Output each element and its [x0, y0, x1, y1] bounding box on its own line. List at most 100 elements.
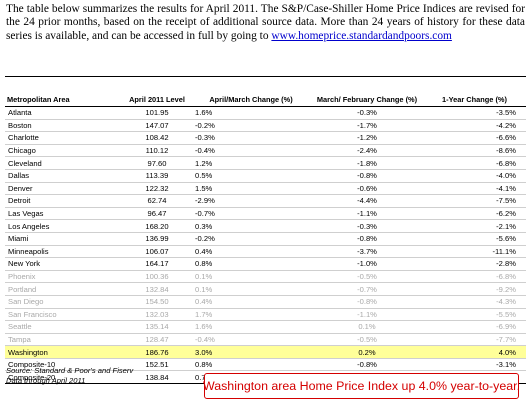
- cell-level: 168.20: [123, 219, 191, 233]
- cell-march-february-change: -0.5%: [311, 333, 423, 347]
- cell-metropolitan-area: Cleveland: [5, 156, 123, 170]
- cell-april-march-change: 0.3%: [191, 219, 311, 233]
- cell-one-year-change: -6.6%: [423, 131, 526, 145]
- cell-april-march-change: -0.7%: [191, 207, 311, 221]
- cell-metropolitan-area: Minneapolis: [5, 245, 123, 259]
- cell-level: 186.76: [123, 345, 191, 359]
- table-row: Atlanta 101.95 1.6% -0.3% -3.5%: [5, 106, 526, 120]
- cell-metropolitan-area: Portland: [5, 282, 123, 296]
- header-march-february-change: March/ February Change (%): [311, 76, 423, 107]
- cell-one-year-change: -2.8%: [423, 257, 526, 271]
- cell-metropolitan-area: Chicago: [5, 144, 123, 158]
- cell-april-march-change: 1.6%: [191, 106, 311, 120]
- cell-metropolitan-area: San Diego: [5, 295, 123, 309]
- cell-level: 106.07: [123, 245, 191, 259]
- cell-march-february-change: -1.7%: [311, 119, 423, 133]
- cell-metropolitan-area: Atlanta: [5, 106, 123, 120]
- table-row: Detroit 62.74 -2.9% -4.4% -7.5%: [5, 194, 526, 208]
- cell-level: 136.99: [123, 232, 191, 246]
- table-row: Las Vegas 96.47 -0.7% -1.1% -6.2%: [5, 207, 526, 221]
- cell-one-year-change: -6.8%: [423, 156, 526, 170]
- table-row: San Francisco 132.03 1.7% -1.1% -5.5%: [5, 308, 526, 322]
- cell-level: 164.17: [123, 257, 191, 271]
- table-row: Washington 186.76 3.0% 0.2% 4.0%: [5, 345, 526, 359]
- cell-one-year-change: -5.6%: [423, 232, 526, 246]
- cell-one-year-change: -6.9%: [423, 320, 526, 334]
- cell-level: 97.60: [123, 156, 191, 170]
- cell-one-year-change: -9.2%: [423, 282, 526, 296]
- cell-april-march-change: 0.8%: [191, 358, 311, 372]
- cell-one-year-change: -6.8%: [423, 270, 526, 284]
- cell-one-year-change: -4.0%: [423, 169, 526, 183]
- cell-april-march-change: 0.1%: [191, 282, 311, 296]
- cell-april-march-change: -0.3%: [191, 131, 311, 145]
- cell-march-february-change: -1.1%: [311, 308, 423, 322]
- cell-one-year-change: -4.1%: [423, 182, 526, 196]
- cell-metropolitan-area: Composite-20: [5, 370, 123, 385]
- cell-march-february-change: 0.1%: [311, 320, 423, 334]
- cell-march-february-change: -2.4%: [311, 144, 423, 158]
- cell-one-year-change: -2.1%: [423, 219, 526, 233]
- cell-level: 138.84: [123, 370, 191, 385]
- cell-level: 147.07: [123, 119, 191, 133]
- cell-level: 100.36: [123, 270, 191, 284]
- header-level: April 2011 Level: [123, 76, 191, 107]
- cell-level: 113.39: [123, 169, 191, 183]
- table-header-row: Metropolitan Area April 2011 Level April…: [5, 76, 526, 107]
- cell-one-year-change: -8.6%: [423, 144, 526, 158]
- cell-metropolitan-area: New York: [5, 257, 123, 271]
- cell-metropolitan-area: Dallas: [5, 169, 123, 183]
- cell-march-february-change: -0.8%: [311, 232, 423, 246]
- table-row: Chicago 110.12 -0.4% -2.4% -8.6%: [5, 144, 526, 158]
- table-row: San Diego 154.50 0.4% -0.8% -4.3%: [5, 295, 526, 309]
- cell-level: 132.03: [123, 308, 191, 322]
- cell-march-february-change: -0.8%: [311, 295, 423, 309]
- cell-metropolitan-area: Los Angeles: [5, 219, 123, 233]
- cell-march-february-change: -4.4%: [311, 194, 423, 208]
- cell-metropolitan-area: Washington: [5, 345, 123, 359]
- intro-paragraph: The table below summarizes the results f…: [6, 3, 525, 43]
- cell-metropolitan-area: Las Vegas: [5, 207, 123, 221]
- cell-april-march-change: -0.2%: [191, 232, 311, 246]
- cell-april-march-change: 3.0%: [191, 345, 311, 359]
- cell-level: 108.42: [123, 131, 191, 145]
- table-body: Atlanta 101.95 1.6% -0.3% -3.5% Boston 147.07-…: [5, 106, 526, 385]
- table-row: Cleveland 97.60 1.2% -1.8% -6.8%: [5, 156, 526, 170]
- cell-march-february-change: -1.0%: [311, 257, 423, 271]
- cell-one-year-change: 4.0%: [423, 345, 526, 359]
- source-link[interactable]: www.homeprice.standardandpoors.com: [271, 29, 452, 42]
- cell-level: 62.74: [123, 194, 191, 208]
- cell-one-year-change: -11.1%: [423, 245, 526, 259]
- cell-metropolitan-area: Composite-10: [5, 358, 123, 372]
- cell-march-february-change: -0.6%: [311, 182, 423, 196]
- cell-metropolitan-area: Seattle: [5, 320, 123, 334]
- cell-level: 132.84: [123, 282, 191, 296]
- cell-march-february-change: -1.1%: [311, 207, 423, 221]
- table-row: Composite-10 152.51 0.8% -0.8% -3.1%: [5, 358, 526, 372]
- table-row: Charlotte 108.42 -0.3% -1.2% -6.6%: [5, 131, 526, 145]
- cell-one-year-change: -3.1%: [423, 358, 526, 372]
- cell-one-year-change: -3.5%: [423, 106, 526, 120]
- source-line: Source: Standard & Poor's and Fiserv: [6, 366, 134, 375]
- cell-one-year-change: -7.5%: [423, 194, 526, 208]
- source-note: Source: Standard & Poor's and Fiserv Dat…: [6, 366, 133, 386]
- cell-april-march-change: 1.7%: [191, 308, 311, 322]
- cell-april-march-change: -0.4%: [191, 144, 311, 158]
- table-row: Phoenix 100.36 0.1% -0.5% -6.8%: [5, 270, 526, 284]
- cell-metropolitan-area: Tampa: [5, 333, 123, 347]
- cell-april-march-change: 0.8%: [191, 257, 311, 271]
- data-date-line: Data through April 2011: [6, 376, 86, 385]
- table-row: Los Angeles 168.20 0.3% -0.3% -2.1%: [5, 219, 526, 233]
- cell-level: 96.47: [123, 207, 191, 221]
- cell-level: 101.95: [123, 106, 191, 120]
- cell-april-march-change: 1.2%: [191, 156, 311, 170]
- cell-april-march-change: 1.6%: [191, 320, 311, 334]
- cell-april-march-change: 0.4%: [191, 245, 311, 259]
- washington-callout-box: Washington area Home Price Index up 4.0%…: [203, 373, 520, 399]
- table-row: New York 164.17 0.8% -1.0% -2.8%: [5, 257, 526, 271]
- cell-one-year-change: -6.2%: [423, 207, 526, 221]
- header-april-march-change: April/March Change (%): [191, 76, 311, 107]
- cell-march-february-change: -1.8%: [311, 156, 423, 170]
- cell-april-march-change: -0.4%: [191, 333, 311, 347]
- cell-one-year-change: -4.3%: [423, 295, 526, 309]
